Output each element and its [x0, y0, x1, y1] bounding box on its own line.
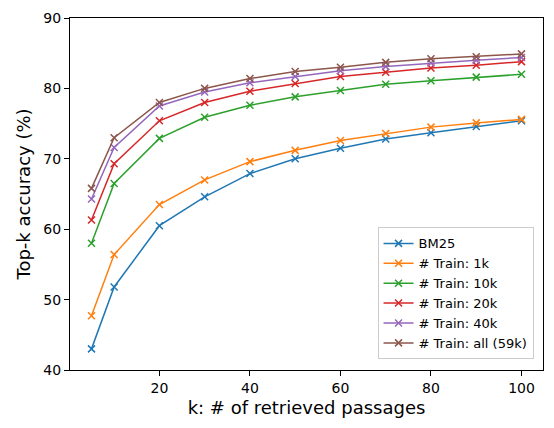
svg-text:k: # of retrieved passages: k: # of retrieved passages [188, 397, 426, 418]
svg-text:90: 90 [43, 10, 61, 26]
svg-text:# Train: 10k: # Train: 10k [419, 276, 498, 291]
svg-text:Top-k accuracy (%): Top-k accuracy (%) [13, 108, 34, 280]
svg-text:80: 80 [422, 380, 440, 396]
svg-text:100: 100 [508, 380, 535, 396]
svg-text:# Train: 20k: # Train: 20k [419, 296, 498, 311]
svg-text:60: 60 [43, 221, 61, 237]
svg-text:70: 70 [43, 151, 61, 167]
svg-text:# Train: 1k: # Train: 1k [419, 256, 490, 271]
svg-text:50: 50 [43, 292, 61, 308]
svg-text:# Train: 40k: # Train: 40k [419, 316, 498, 331]
svg-text:40: 40 [241, 380, 259, 396]
svg-text:80: 80 [43, 80, 61, 96]
svg-text:40: 40 [43, 362, 61, 378]
svg-text:# Train: all (59k): # Train: all (59k) [419, 336, 527, 351]
svg-text:BM25: BM25 [419, 236, 456, 251]
svg-text:60: 60 [332, 380, 350, 396]
svg-text:20: 20 [150, 380, 168, 396]
